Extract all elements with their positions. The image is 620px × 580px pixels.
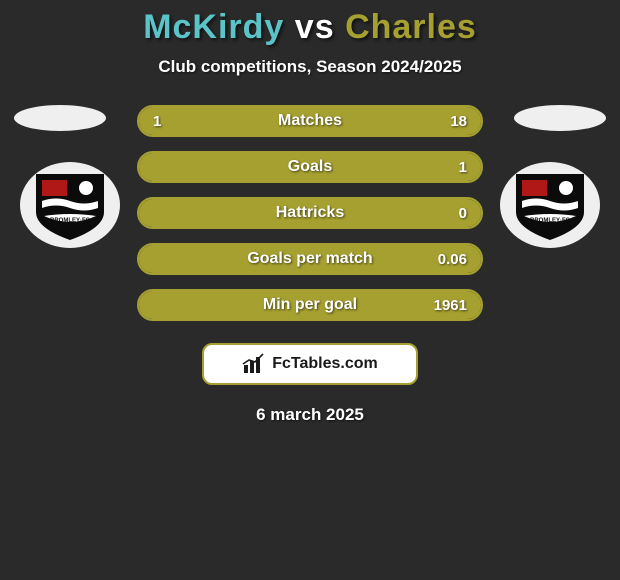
- subtitle: Club competitions, Season 2024/2025: [0, 57, 620, 77]
- bar-chart-icon: [242, 353, 266, 375]
- svg-text:BROMLEY·FC: BROMLEY·FC: [530, 218, 571, 224]
- stat-value-right: 0: [459, 205, 467, 222]
- stat-row: Hattricks 0: [137, 197, 483, 229]
- club-crest-right: BROMLEY·FC: [500, 162, 600, 248]
- player-right-oval: [514, 105, 606, 131]
- shield-icon: BROMLEY·FC: [32, 168, 108, 242]
- date-text: 6 march 2025: [0, 405, 620, 425]
- player-left-oval: [14, 105, 106, 131]
- club-crest-left: BROMLEY·FC: [20, 162, 120, 248]
- page-title: McKirdy vs Charles: [0, 8, 620, 47]
- stat-label: Goals: [288, 158, 332, 176]
- stat-row: Goals per match 0.06: [137, 243, 483, 275]
- shield-icon: BROMLEY·FC: [512, 168, 588, 242]
- player-left-name: McKirdy: [143, 8, 284, 46]
- stat-label: Hattricks: [276, 204, 344, 222]
- stat-row: 1 Matches 18: [137, 105, 483, 137]
- stat-label: Min per goal: [263, 296, 357, 314]
- brand-text: FcTables.com: [272, 355, 378, 373]
- stat-label: Goals per match: [247, 250, 372, 268]
- svg-text:BROMLEY·FC: BROMLEY·FC: [50, 218, 91, 224]
- comparison-card: McKirdy vs Charles Club competitions, Se…: [0, 0, 620, 425]
- stat-value-right: 0.06: [438, 251, 467, 268]
- stat-value-left: 1: [153, 113, 161, 130]
- vs-word: vs: [295, 8, 335, 46]
- stat-value-right: 1961: [434, 297, 467, 314]
- stat-row: Goals 1: [137, 151, 483, 183]
- stat-value-right: 1: [459, 159, 467, 176]
- brand-box: FcTables.com: [202, 343, 418, 385]
- stat-row: Min per goal 1961: [137, 289, 483, 321]
- stat-value-right: 18: [450, 113, 467, 130]
- player-right-name: Charles: [345, 8, 477, 46]
- content: BROMLEY·FC BROMLEY·FC 1 Matches 18 Goals 1 Ha…: [0, 105, 620, 425]
- stat-rows: 1 Matches 18 Goals 1 Hattricks 0 Goals per matc…: [137, 105, 483, 321]
- stat-label: Matches: [278, 112, 342, 130]
